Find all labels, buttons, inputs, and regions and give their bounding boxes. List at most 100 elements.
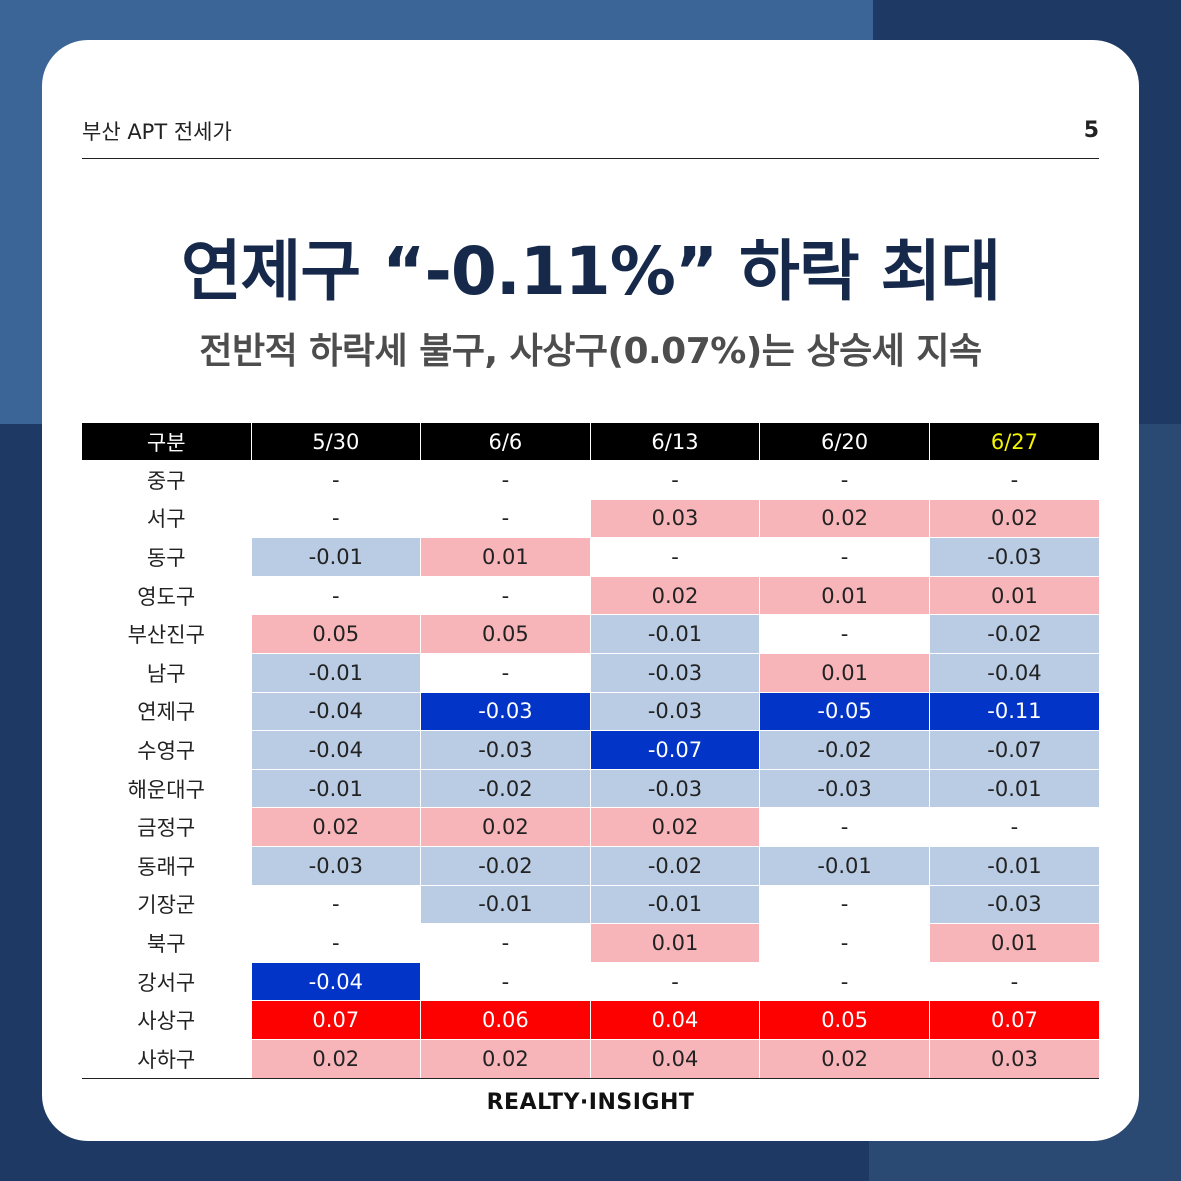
- value-cell: -0.03: [589, 768, 760, 808]
- column-header-week: 6/20: [759, 423, 930, 461]
- value-cell: -: [250, 884, 421, 924]
- value-cell: -0.03: [928, 884, 1099, 924]
- value-cell: -: [250, 575, 421, 615]
- district-label: 금정구: [82, 807, 251, 847]
- value-cell: -: [420, 923, 591, 963]
- district-label: 사상구: [82, 1000, 251, 1040]
- column-header-week: 6/6: [420, 423, 591, 461]
- value-cell: -: [420, 460, 591, 500]
- value-cell: -0.04: [250, 730, 421, 770]
- table-row: 남구 -0.01- -0.03 0.01 -0.04: [82, 652, 1099, 693]
- value-cell: -: [589, 961, 760, 1001]
- value-cell: -: [420, 575, 591, 615]
- value-cell: -: [759, 807, 930, 847]
- district-label: 해운대구: [82, 768, 251, 808]
- column-header-week: 5/30: [250, 423, 421, 461]
- value-cell: -: [759, 961, 930, 1001]
- district-label: 동래구: [82, 845, 251, 886]
- value-cell: 0.06: [420, 1000, 591, 1040]
- value-cell: 0.05: [420, 614, 591, 654]
- district-label: 중구: [82, 460, 251, 500]
- value-cell: -: [759, 614, 930, 654]
- value-cell: -0.01: [589, 614, 760, 654]
- table-row: 수영구 -0.04 -0.03 -0.07 -0.02 -0.07: [82, 730, 1099, 770]
- value-cell: -: [589, 460, 760, 500]
- district-label: 연제구: [82, 691, 251, 731]
- value-cell: -: [928, 807, 1099, 847]
- value-cell: 0.01: [420, 537, 591, 577]
- value-cell: -0.03: [250, 845, 421, 886]
- table-row: 사하구 0.02 0.02 0.04 0.02 0.03: [82, 1038, 1099, 1079]
- table-row: 해운대구 -0.01 -0.02 -0.03 -0.03 -0.01: [82, 768, 1099, 808]
- value-cell: -: [759, 884, 930, 924]
- table-body: 중구 - - - - - 서구 - -0.03 0.02 0.02 동구 -0.01 0.01- - -0.0…: [82, 460, 1099, 1079]
- table-row: 연제구 -0.04 -0.03 -0.03 -0.05 -0.11: [82, 691, 1099, 731]
- value-cell: -0.01: [928, 768, 1099, 808]
- value-cell: -0.01: [928, 845, 1099, 886]
- value-cell: 0.02: [759, 498, 930, 538]
- table-row: 중구 - - - - -: [82, 460, 1099, 500]
- table-row: 서구 - -0.03 0.02 0.02: [82, 498, 1099, 538]
- value-cell: -0.04: [928, 652, 1099, 693]
- rent-change-table: 구분 5/30 6/6 6/13 6/20 6/27 중구 - - - - - 서구 - -0.03 0.0…: [82, 423, 1099, 1079]
- district-label: 부산진구: [82, 614, 251, 654]
- table-row: 기장군 - -0.01 -0.01- -0.03: [82, 884, 1099, 924]
- value-cell: -: [759, 537, 930, 577]
- value-cell: -: [420, 498, 591, 538]
- value-cell: 0.02: [420, 1038, 591, 1079]
- value-cell: -: [928, 961, 1099, 1001]
- value-cell: 0.02: [928, 498, 1099, 538]
- value-cell: 0.01: [759, 575, 930, 615]
- value-cell: -0.03: [589, 652, 760, 693]
- brand-logo-text: REALTY·INSIGHT: [486, 1090, 695, 1115]
- value-cell: -0.02: [928, 614, 1099, 654]
- district-label: 북구: [82, 923, 251, 963]
- value-cell: -: [250, 498, 421, 538]
- value-cell: -0.07: [928, 730, 1099, 770]
- value-cell: -0.01: [589, 884, 760, 924]
- column-header-week: 6/27: [928, 423, 1099, 461]
- value-cell: 0.07: [928, 1000, 1099, 1040]
- value-cell: 0.01: [928, 575, 1099, 615]
- value-cell: -0.02: [420, 768, 591, 808]
- table-row: 동래구 -0.03 -0.02 -0.02 -0.01 -0.01: [82, 845, 1099, 886]
- value-cell: 0.01: [589, 923, 760, 963]
- value-cell: 0.03: [589, 498, 760, 538]
- table-row: 영도구 - -0.02 0.01 0.01: [82, 575, 1099, 615]
- value-cell: -0.03: [589, 691, 760, 731]
- table-row: 금정구 0.02 0.02 0.02- -: [82, 807, 1099, 847]
- value-cell: -0.03: [759, 768, 930, 808]
- value-cell: 0.02: [420, 807, 591, 847]
- value-cell: 0.01: [759, 652, 930, 693]
- value-cell: -0.07: [589, 730, 760, 770]
- content-card: 부산 APT 전세가 5 연제구 “-0.11%” 하락 최대 전반적 하락세 …: [42, 40, 1139, 1141]
- value-cell: 0.05: [250, 614, 421, 654]
- value-cell: -: [250, 923, 421, 963]
- value-cell: -0.05: [759, 691, 930, 731]
- column-header-district: 구분: [82, 423, 251, 461]
- value-cell: -0.01: [759, 845, 930, 886]
- value-cell: -: [928, 460, 1099, 500]
- value-cell: -0.01: [250, 537, 421, 577]
- district-label: 강서구: [82, 961, 251, 1001]
- value-cell: -0.01: [250, 768, 421, 808]
- value-cell: 0.02: [250, 807, 421, 847]
- value-cell: -: [420, 652, 591, 693]
- value-cell: -: [589, 537, 760, 577]
- value-cell: 0.02: [250, 1038, 421, 1079]
- district-label: 영도구: [82, 575, 251, 615]
- value-cell: -: [759, 460, 930, 500]
- value-cell: 0.04: [589, 1000, 760, 1040]
- page-header: 부산 APT 전세가 5: [82, 116, 1099, 159]
- table-header-row: 구분 5/30 6/6 6/13 6/20 6/27: [82, 423, 1099, 461]
- table-row: 사상구 0.07 0.06 0.04 0.05 0.07: [82, 1000, 1099, 1040]
- district-label: 기장군: [82, 884, 251, 924]
- value-cell: -0.01: [250, 652, 421, 693]
- page-number: 5: [1083, 118, 1099, 143]
- value-cell: -: [759, 923, 930, 963]
- value-cell: -0.11: [928, 691, 1099, 731]
- value-cell: 0.07: [250, 1000, 421, 1040]
- value-cell: -0.02: [759, 730, 930, 770]
- value-cell: -0.02: [420, 845, 591, 886]
- value-cell: -0.03: [928, 537, 1099, 577]
